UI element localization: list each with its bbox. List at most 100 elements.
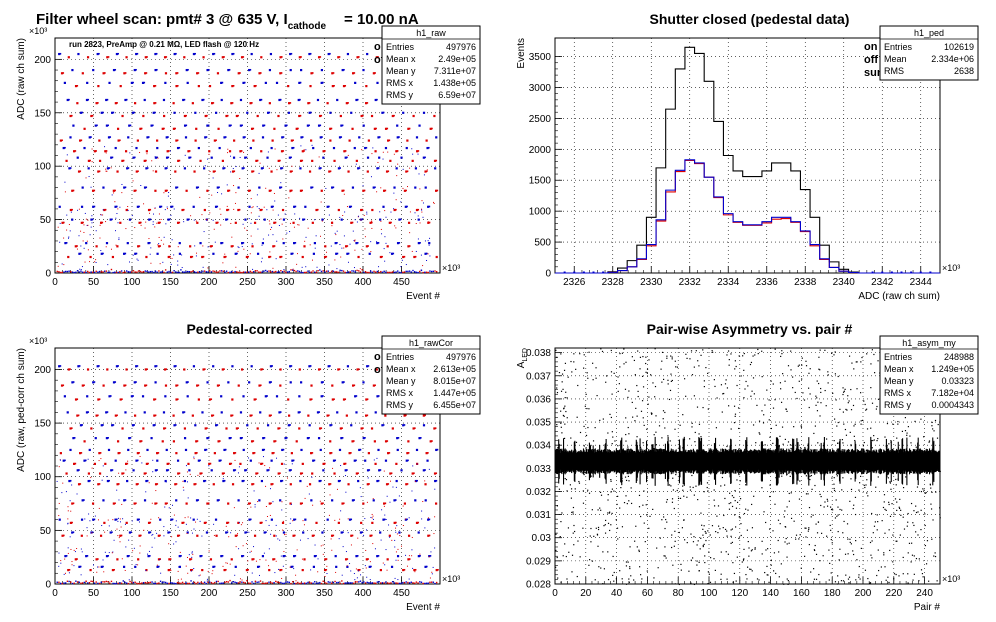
y-tick-label: 2500 [529,114,552,125]
scatter-point [306,124,309,127]
scatter-point [907,426,909,428]
scatter-point [61,263,63,265]
scatter-point [641,465,643,467]
scatter-point [240,368,244,371]
scatter-point [322,81,324,84]
scatter-point [133,111,135,114]
scatter-point [123,384,126,387]
scatter-point [930,508,933,510]
scatter-point [282,218,286,221]
scatter-point [265,559,267,561]
scatter-point [146,479,149,482]
scatter-point [87,98,90,101]
scatter-point [212,170,215,173]
scatter-point [310,271,313,273]
scatter-point [258,72,261,75]
scatter-point [724,528,727,531]
scatter-point [183,489,185,491]
scatter-point [58,271,60,273]
scatter-point [158,243,160,245]
scatter-point [114,414,117,417]
scatter-point [213,139,216,142]
scatter-point [421,211,423,213]
scatter-point [336,271,338,273]
scatter-point [299,159,303,162]
scatter-point [82,240,84,242]
scatter-point [383,270,385,273]
scatter-point [312,146,315,150]
scatter-point [422,469,425,472]
scatter-point [428,244,430,246]
scatter-point [127,206,129,208]
scatter-point [164,506,166,508]
scatter-point [372,384,375,387]
scatter-point [396,242,400,245]
scatter-point [119,398,122,401]
scatter-point [88,176,90,178]
scatter-point [326,205,329,208]
scatter-point [292,534,295,537]
scatter-point [424,565,427,568]
scatter-point [282,150,285,152]
scatter-point [193,271,196,273]
scatter-point [289,483,292,486]
scatter-point [351,534,354,537]
scatter-point [204,427,207,430]
scatter-point [339,582,341,585]
scatter-point [199,459,201,462]
scatter-point [844,553,847,555]
scatter-point [926,540,929,542]
scatter-point [156,139,159,142]
scatter-point [164,479,167,483]
scatter-point [345,551,347,553]
scatter-point [826,438,828,440]
scatter-point [320,235,322,237]
scatter-point [141,81,145,84]
scatter-point [217,580,219,583]
scatter-point [745,484,747,486]
scatter-point [322,544,324,546]
scatter-point [69,500,71,502]
scatter-point [243,167,245,169]
scatter-point [185,465,187,467]
scatter-point [186,471,188,473]
scatter-point [654,396,656,398]
scatter-point [278,98,281,102]
scatter-point [653,470,656,472]
scatter-point [656,547,658,549]
scatter-point [352,270,355,272]
scatter-point [353,459,356,462]
scatter-point [359,531,363,534]
scatter-point [129,437,132,439]
x-tick-label: 40 [611,588,623,599]
scatter-point [218,384,220,387]
scatter-point [135,502,137,505]
scatter-point [145,570,147,572]
scatter-point [274,572,276,574]
scatter-point [670,485,672,487]
scatter-point [790,369,792,371]
scatter-point [361,208,364,211]
scatter-point [221,193,223,195]
scatter-point [167,469,170,471]
scatter-point [238,548,240,550]
scatter-point [598,453,601,455]
scatter-point [700,512,702,514]
scatter-point [720,485,722,487]
scatter-point [212,102,215,104]
scatter-point [300,56,302,58]
scatter-point [359,487,361,489]
scatter-point [271,365,273,367]
scatter-point [181,581,184,584]
scatter-point [127,448,130,452]
scatter-point [259,559,261,561]
scatter-point [167,195,169,197]
scatter-point [625,433,627,436]
scatter-point [239,98,243,102]
scatter-point [134,565,137,568]
scatter-point [152,111,155,114]
scatter-point [327,52,330,56]
scatter-point [102,111,104,114]
scatter-point [587,426,589,429]
scatter-point [826,498,828,500]
